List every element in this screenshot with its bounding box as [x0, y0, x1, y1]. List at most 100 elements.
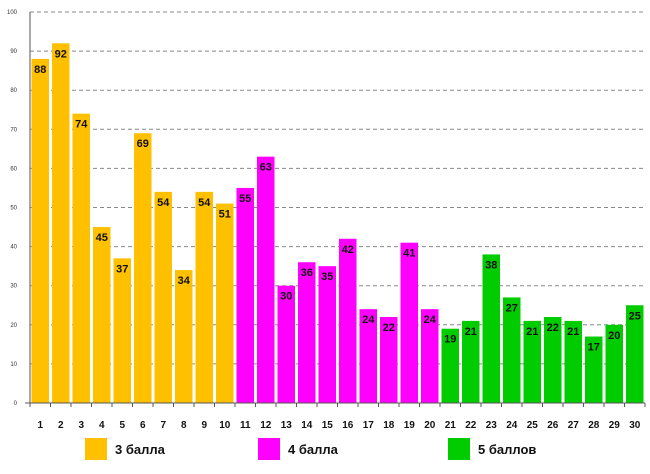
bar: [257, 156, 275, 403]
legend-swatch: [448, 438, 470, 460]
bar: [277, 285, 295, 403]
bar: [523, 320, 541, 403]
bar: [359, 309, 377, 403]
x-tick-label: 9: [201, 420, 207, 431]
x-tick-label: 28: [588, 420, 600, 431]
data-label: 17: [588, 342, 600, 354]
bar: [31, 58, 49, 404]
data-label: 37: [116, 263, 128, 275]
x-tick-label: 20: [424, 420, 436, 431]
y-tick-label: 50: [10, 206, 17, 212]
x-tick-label: 11: [240, 420, 251, 431]
x-tick-label: 24: [506, 420, 518, 431]
bar: [52, 43, 70, 403]
x-tick-label: 12: [260, 420, 272, 431]
x-tick-label: 5: [119, 420, 125, 431]
x-tick-label: 6: [140, 420, 146, 431]
data-label: 41: [403, 248, 415, 260]
data-label: 38: [485, 259, 497, 271]
y-tick-label: 40: [10, 245, 17, 251]
data-label: 51: [219, 209, 231, 221]
bar: [216, 203, 234, 403]
bar: [564, 320, 582, 403]
legend-label: 5 баллов: [478, 441, 537, 457]
x-tick-label: 26: [547, 420, 559, 431]
bar: [175, 270, 193, 403]
bar: [154, 191, 172, 403]
x-tick-label: 3: [78, 420, 84, 431]
x-tick-label: 23: [486, 420, 498, 431]
bar: [482, 254, 500, 403]
bar: [544, 316, 562, 403]
x-tick-label: 14: [301, 420, 313, 431]
x-tick-label: 22: [465, 420, 477, 431]
legend-swatch: [85, 438, 107, 460]
bar: [298, 262, 316, 403]
data-label: 92: [55, 48, 67, 60]
x-tick-label: 27: [568, 420, 580, 431]
bar: [626, 305, 644, 403]
data-label: 35: [321, 271, 333, 283]
y-tick-label: 0: [14, 401, 18, 407]
x-tick-label: 8: [181, 420, 187, 431]
bar: [72, 113, 90, 403]
data-label: 55: [239, 193, 251, 205]
data-label: 30: [280, 291, 292, 303]
x-tick-label: 16: [342, 420, 354, 431]
y-tick-label: 60: [10, 166, 17, 172]
data-label: 21: [526, 326, 538, 338]
data-label: 36: [301, 267, 313, 279]
x-tick-label: 10: [219, 420, 231, 431]
x-tick-label: 17: [363, 420, 375, 431]
bar: [134, 133, 152, 403]
data-label: 69: [137, 138, 149, 150]
bar: [400, 242, 418, 403]
x-tick-label: 30: [629, 420, 641, 431]
x-tick-label: 19: [404, 420, 416, 431]
y-tick-label: 90: [10, 49, 17, 55]
bar: [236, 187, 254, 403]
legend-item-3: 3 балла: [85, 438, 165, 460]
x-tick-label: 21: [445, 420, 457, 431]
data-label: 24: [424, 314, 437, 326]
x-tick-label: 25: [527, 420, 539, 431]
bar: [462, 320, 480, 403]
y-tick-label: 20: [10, 323, 17, 329]
x-tick-label: 13: [281, 420, 293, 431]
y-tick-label: 100: [7, 10, 18, 16]
x-tick-label: 1: [37, 420, 43, 431]
bar: [318, 266, 336, 403]
data-label: 21: [465, 326, 477, 338]
data-label: 54: [157, 197, 170, 209]
data-label: 19: [444, 334, 456, 346]
data-label: 88: [34, 64, 46, 76]
x-tick-label: 4: [99, 420, 105, 431]
bar: [503, 297, 521, 403]
data-label: 20: [608, 330, 620, 342]
x-tick-label: 29: [609, 420, 621, 431]
legend-label: 3 балла: [115, 441, 165, 457]
data-label: 45: [96, 232, 108, 244]
data-label: 22: [383, 322, 395, 334]
y-tick-label: 80: [10, 88, 17, 94]
data-label: 34: [178, 275, 191, 287]
legend-swatch: [258, 438, 280, 460]
data-label: 27: [506, 302, 518, 314]
data-label: 22: [547, 322, 559, 334]
data-label: 63: [260, 162, 272, 174]
bar: [441, 328, 459, 403]
y-tick-label: 70: [10, 127, 17, 133]
data-label: 54: [198, 197, 211, 209]
legend-item-5: 5 баллов: [448, 438, 536, 460]
bar: [113, 258, 131, 403]
x-tick-label: 15: [322, 420, 334, 431]
bar: [421, 309, 439, 403]
data-label: 21: [567, 326, 579, 338]
data-label: 25: [629, 310, 641, 322]
bar: [339, 238, 357, 403]
data-label: 74: [75, 119, 88, 131]
bar: [585, 336, 603, 403]
y-tick-label: 10: [10, 362, 17, 368]
